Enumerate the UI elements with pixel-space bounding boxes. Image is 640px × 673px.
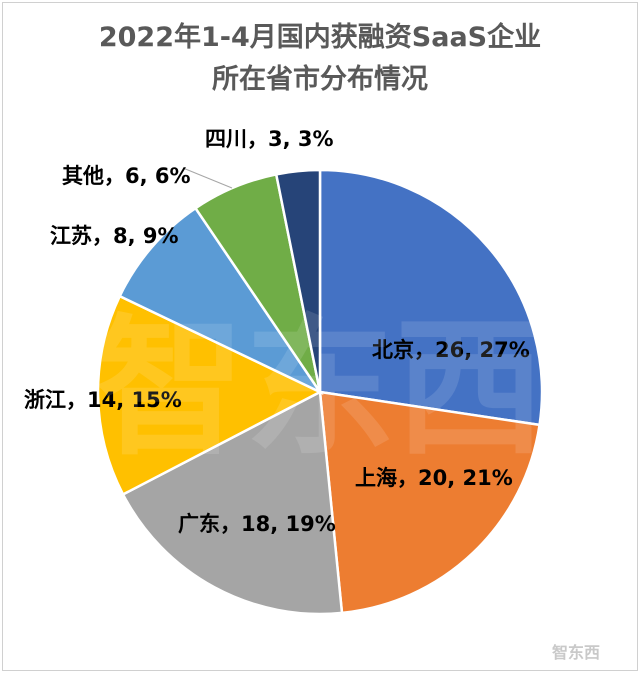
slice-label-6: 其他，6, 6%: [62, 164, 191, 188]
watermark-logo: 智东西: [551, 643, 600, 662]
slice-label-7: 四川，3, 3%: [205, 127, 334, 151]
watermark-text: 智东西: [95, 302, 545, 476]
pie-slice-3: [121, 390, 344, 616]
slice-label-4: 浙江，14, 15%: [24, 388, 182, 412]
chart-title-line-1: 2022年1-4月国内获融资SaaS企业: [98, 22, 542, 53]
slice-label-2: 上海，20, 21%: [355, 466, 513, 490]
pie-slice-2: [318, 390, 541, 615]
pie-slice-1: [318, 168, 544, 427]
pie-slice-7: [274, 168, 322, 393]
slice-label-1: 北京，26, 27%: [372, 338, 530, 362]
label-leader-line: [182, 167, 233, 189]
pie-slice-4: [96, 294, 323, 497]
chart-title-line-2: 所在省市分布情况: [212, 64, 428, 95]
pie-slice-5: [118, 206, 324, 396]
slice-label-5: 江苏，8, 9%: [50, 224, 179, 248]
slice-label-3: 广东，18, 19%: [178, 512, 336, 536]
